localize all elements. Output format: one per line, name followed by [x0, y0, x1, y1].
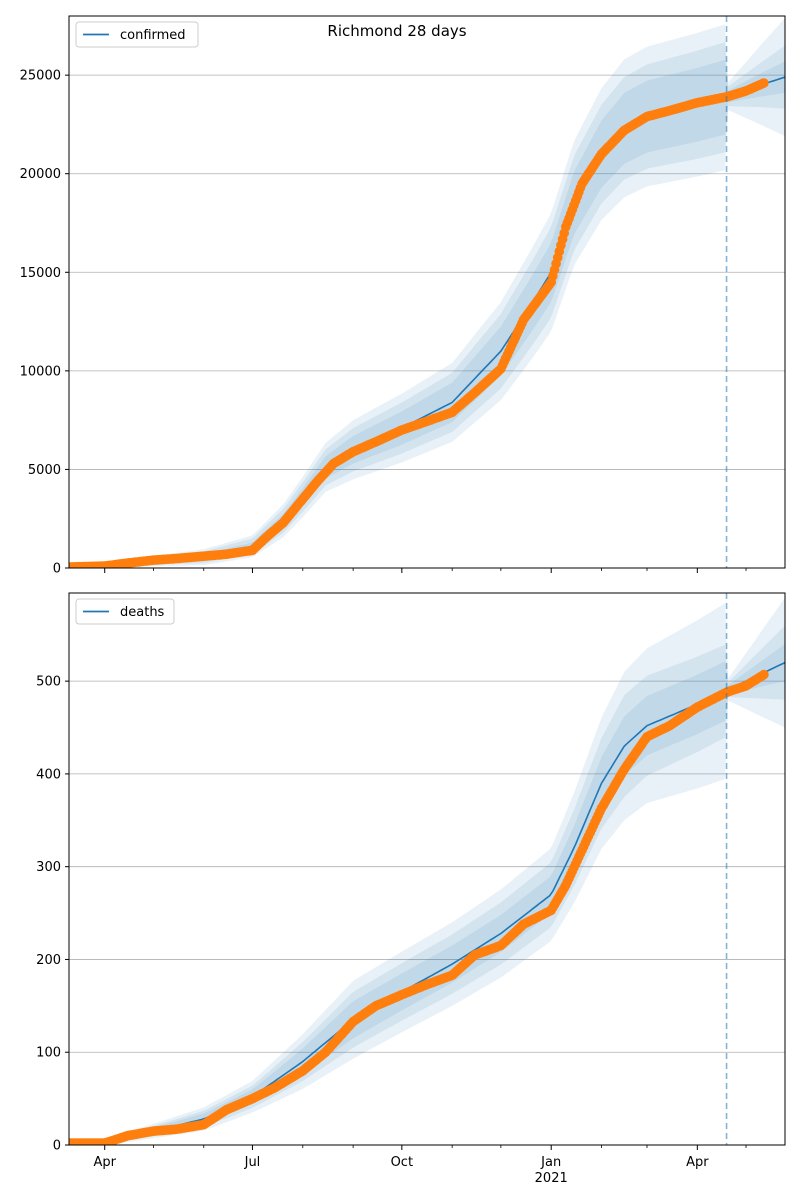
y-tick-label: 15000: [20, 266, 61, 281]
confirmed-panel: 0 5000 10000 15000 20000 25000 confirmed: [20, 15, 786, 577]
uncertainty-band: [69, 59, 785, 568]
uncertainty-band: [69, 625, 785, 1145]
legend-box: [75, 598, 175, 625]
y-tick-label: 400: [36, 767, 61, 782]
figure-title: Richmond 28 days: [327, 22, 466, 40]
uncertainty-band: [69, 644, 785, 1145]
y-tick-label: 20000: [20, 167, 61, 182]
y-tick-label: 0: [53, 562, 61, 577]
x-tick-label: Apr: [93, 1155, 116, 1170]
axes-frame: [68, 15, 786, 569]
y-tick-label: 25000: [20, 69, 61, 84]
y-tick-label: 0: [53, 1139, 61, 1154]
axes-frame: [68, 592, 786, 1146]
observed-point: [759, 669, 769, 680]
legend-label: confirmed: [120, 28, 186, 43]
legend: deaths: [75, 598, 175, 625]
y-tick-label: 100: [36, 1046, 61, 1061]
plot-area: [69, 18, 785, 568]
x-tick-sublabel: 2021: [535, 1171, 568, 1186]
x-tick-label: Apr: [686, 1155, 709, 1170]
legend: confirmed: [75, 21, 199, 48]
legend-label: deaths: [120, 605, 165, 620]
y-tick-label: 500: [36, 675, 61, 690]
y-tick-label: 200: [36, 953, 61, 968]
x-tick-label: Oct: [391, 1155, 413, 1170]
observed-point: [759, 78, 769, 88]
plot-area: [69, 597, 785, 1145]
uncertainty-band: [69, 42, 785, 568]
y-tick-label: 5000: [28, 463, 61, 478]
y-tick-label: 300: [36, 860, 61, 875]
y-tick-label: 10000: [20, 364, 61, 379]
x-tick-label: Jul: [244, 1155, 261, 1170]
legend-box: [75, 21, 199, 48]
x-tick-label: Jan: [540, 1155, 561, 1170]
uncertainty-band: [69, 597, 785, 1145]
